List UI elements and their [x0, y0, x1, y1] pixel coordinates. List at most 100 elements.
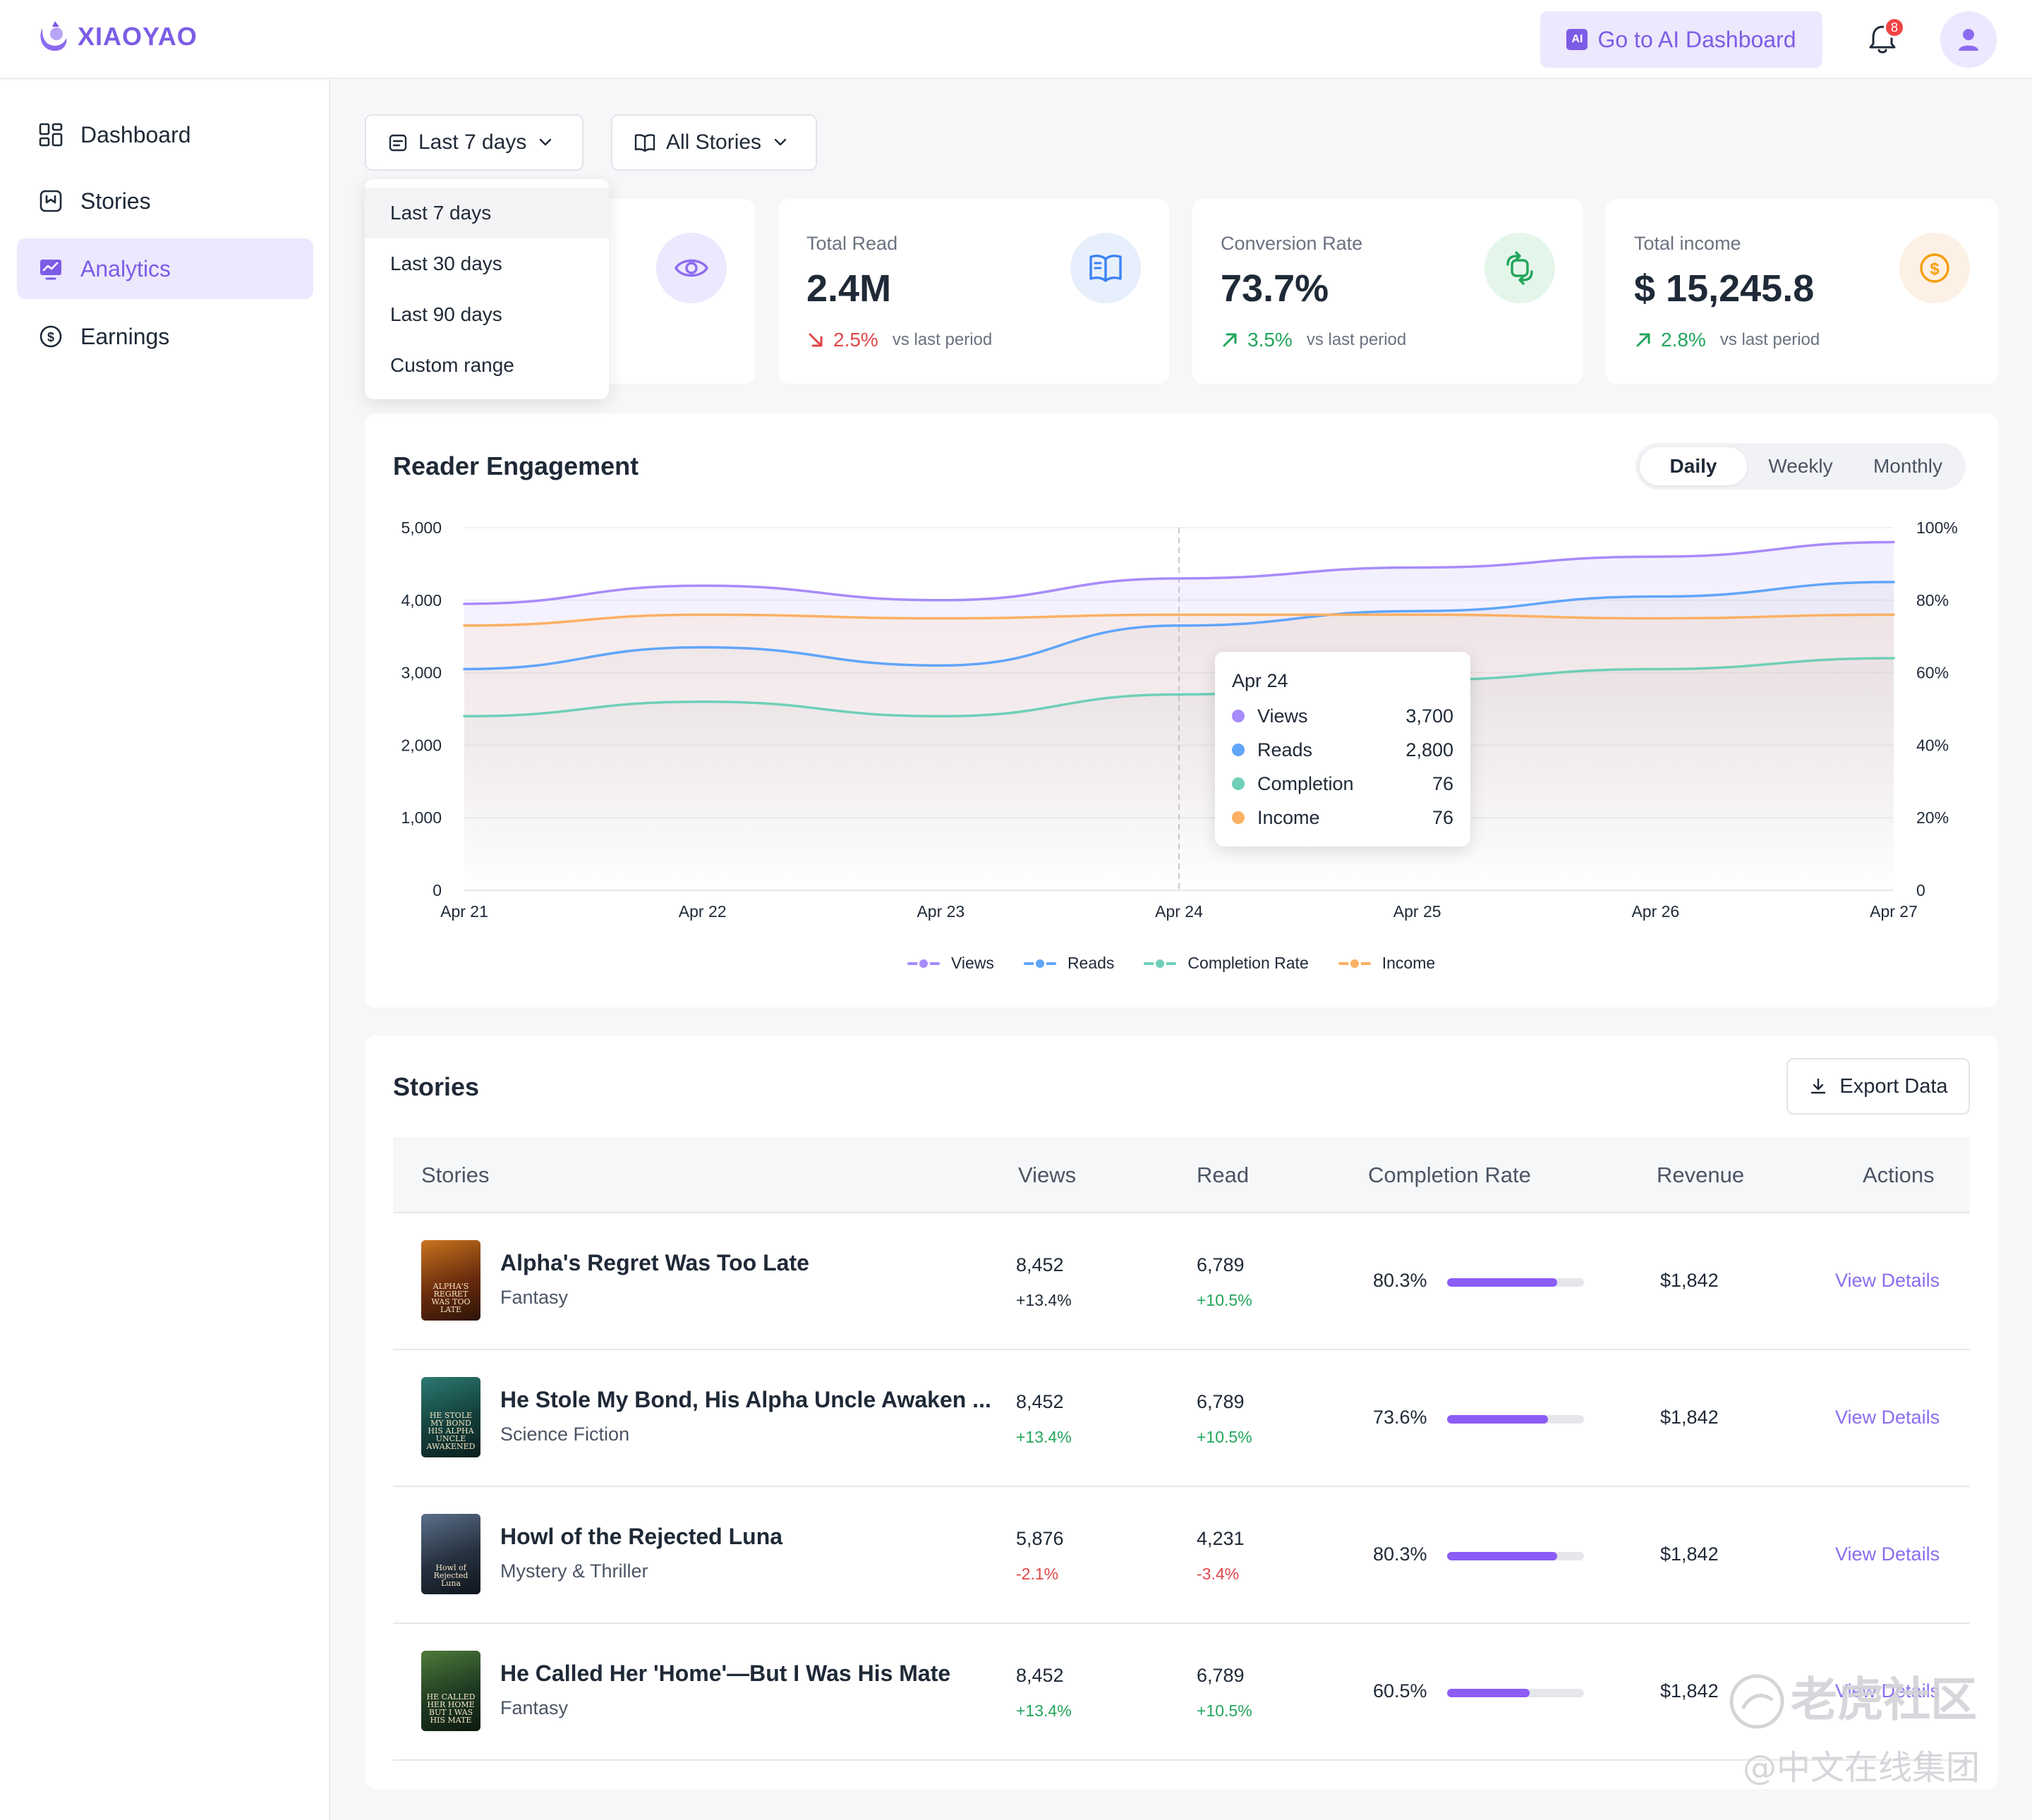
chevron-down-icon — [540, 138, 552, 146]
completion-bar — [1447, 1689, 1584, 1697]
period-option-30-days[interactable]: Last 30 days — [390, 253, 502, 274]
completion-bar-fill — [1447, 1552, 1557, 1560]
completion-bar-fill — [1447, 1689, 1530, 1697]
reads-count: 6,789 — [1197, 1254, 1245, 1275]
view-details-link[interactable]: View Details — [1835, 1270, 1940, 1291]
table-row[interactable]: Howl of Rejected Luna Howl of the Reject… — [393, 1487, 1970, 1624]
brand-name: XIAOYAO — [78, 22, 198, 51]
sidebar: Dashboard Stories Analytics $ Earnings — [0, 80, 330, 1820]
tooltip-row-value: 76 — [1432, 772, 1453, 794]
income-legend-icon — [1338, 957, 1371, 970]
completion-dot-icon — [1232, 777, 1245, 790]
reads-legend-icon — [1023, 957, 1056, 970]
table-row[interactable]: ALPHA'S REGRET WAS TOO LATE Alpha's Regr… — [393, 1213, 1970, 1350]
story-title[interactable]: Howl of the Rejected Luna — [500, 1524, 783, 1549]
tooltip-date: Apr 24 — [1232, 670, 1288, 691]
column-header-completion-rate[interactable]: Completion Rate — [1368, 1163, 1531, 1187]
tooltip-row-name: Views — [1257, 705, 1308, 727]
period-option-custom[interactable]: Custom range — [390, 354, 514, 376]
views-change: +13.4% — [1016, 1428, 1072, 1446]
stories-filter[interactable]: All Stories — [611, 114, 817, 171]
brand-logo[interactable]: XIAOYAO — [35, 18, 198, 55]
export-data-button[interactable]: Export Data — [1786, 1058, 1970, 1115]
stat-trend: 3.5% vs last period — [1221, 329, 1406, 351]
reads-count: 6,789 — [1197, 1391, 1245, 1412]
story-title[interactable]: He Called Her 'Home'—But I Was His Mate — [500, 1661, 951, 1686]
period-dropdown-menu: Last 7 days Last 30 days Last 90 days Cu… — [365, 179, 609, 399]
views-legend-icon — [907, 957, 940, 970]
completion-bar-fill — [1447, 1278, 1557, 1287]
toggle-weekly[interactable]: Weekly — [1768, 455, 1833, 477]
reads-change: +10.5% — [1197, 1428, 1252, 1446]
reads-count: 6,789 — [1197, 1665, 1245, 1686]
legend-item-reads[interactable]: Reads — [1023, 954, 1114, 973]
period-option-7-days[interactable]: Last 7 days — [365, 188, 609, 238]
period-filter[interactable]: Last 7 days — [365, 114, 583, 171]
engagement-title: Reader Engagement — [393, 451, 639, 480]
stat-change: 2.8% — [1661, 329, 1706, 351]
sidebar-item-stories[interactable]: Stories — [17, 171, 313, 231]
arrow-down-right-icon — [809, 333, 823, 347]
user-icon — [1959, 29, 1978, 51]
earnings-icon: $ — [40, 325, 62, 348]
completion-bar-fill — [1447, 1415, 1548, 1424]
story-cover: ALPHA'S REGRET WAS TOO LATE — [421, 1240, 480, 1321]
sidebar-item-label: Analytics — [80, 255, 171, 281]
view-details-link[interactable]: View Details — [1835, 1680, 1940, 1701]
column-header-revenue[interactable]: Revenue — [1657, 1163, 1745, 1187]
table-row[interactable]: HE CALLED HER HOME BUT I WAS HIS MATE He… — [393, 1624, 1970, 1761]
toggle-daily[interactable]: Daily — [1640, 447, 1747, 485]
column-header-views[interactable]: Views — [1018, 1163, 1077, 1187]
table-row[interactable]: HE STOLE MY BOND HIS ALPHA UNCLE AWAKENE… — [393, 1350, 1970, 1487]
completion-rate: 80.3% — [1373, 1270, 1427, 1291]
stat-label: Conversion Rate — [1221, 233, 1363, 254]
views-count: 5,876 — [1016, 1528, 1064, 1549]
export-data-label: Export Data — [1839, 1074, 1948, 1098]
view-details-link[interactable]: View Details — [1835, 1543, 1940, 1565]
column-header-read[interactable]: Read — [1197, 1163, 1250, 1187]
notification-badge: 8 — [1884, 17, 1905, 38]
tooltip-row-views: Views 3,700 — [1232, 699, 1453, 733]
views-count: 8,452 — [1016, 1391, 1064, 1412]
ai-dashboard-label: Go to AI Dashboard — [1597, 26, 1796, 52]
sidebar-item-analytics[interactable]: Analytics — [17, 238, 313, 299]
download-icon — [1811, 1078, 1826, 1094]
stat-vs-label: vs last period — [1719, 330, 1820, 349]
completion-bar — [1447, 1278, 1584, 1287]
view-details-link[interactable]: View Details — [1835, 1407, 1940, 1428]
stat-label: Total income — [1634, 233, 1741, 254]
story-cover: HE STOLE MY BOND HIS ALPHA UNCLE AWAKENE… — [421, 1377, 480, 1457]
sidebar-item-label: Earnings — [80, 323, 170, 349]
toggle-monthly[interactable]: Monthly — [1873, 455, 1943, 477]
tooltip-row-value: 3,700 — [1405, 705, 1453, 727]
legend-item-views[interactable]: Views — [907, 954, 994, 973]
cover-title: Howl of Rejected Luna — [433, 1563, 468, 1588]
views-change: +13.4% — [1016, 1291, 1072, 1309]
tooltip-row-income: Income 76 — [1232, 801, 1453, 835]
reads-change: -3.4% — [1197, 1565, 1240, 1583]
legend-item-income[interactable]: Income — [1338, 954, 1435, 973]
user-avatar[interactable] — [1940, 11, 1997, 68]
story-title[interactable]: Alpha's Regret Was Too Late — [500, 1250, 809, 1275]
stat-vs-label: vs last period — [892, 330, 993, 349]
cover-title: HE STOLE MY BOND HIS ALPHA UNCLE AWAKENE… — [426, 1411, 476, 1451]
sidebar-item-dashboard[interactable]: Dashboard — [17, 104, 313, 165]
reads-dot-icon — [1232, 744, 1245, 756]
completion-rate: 80.3% — [1373, 1543, 1427, 1565]
stat-value: 73.7% — [1221, 267, 1329, 310]
views-dot-icon — [1232, 710, 1245, 722]
story-title[interactable]: He Stole My Bond, His Alpha Uncle Awaken… — [500, 1387, 991, 1412]
tooltip-row-value: 76 — [1432, 806, 1453, 828]
logo-mark-icon — [40, 21, 67, 51]
completion-legend-icon — [1144, 957, 1177, 970]
dollar-icon: $ — [1899, 233, 1970, 303]
period-option-90-days[interactable]: Last 90 days — [390, 303, 502, 325]
sidebar-item-earnings[interactable]: $ Earnings — [17, 306, 313, 367]
legend-item-completion-rate[interactable]: Completion Rate — [1144, 954, 1309, 973]
granularity-toggle: Daily Weekly Monthly — [1635, 443, 1966, 490]
cover-title: HE CALLED HER HOME BUT I WAS HIS MATE — [426, 1692, 476, 1725]
story-genre: Mystery & Thriller — [500, 1560, 648, 1582]
views-change: -2.1% — [1016, 1565, 1059, 1583]
column-header-stories[interactable]: Stories — [421, 1163, 490, 1187]
ai-dashboard-button[interactable]: AI Go to AI Dashboard — [1540, 11, 1822, 68]
